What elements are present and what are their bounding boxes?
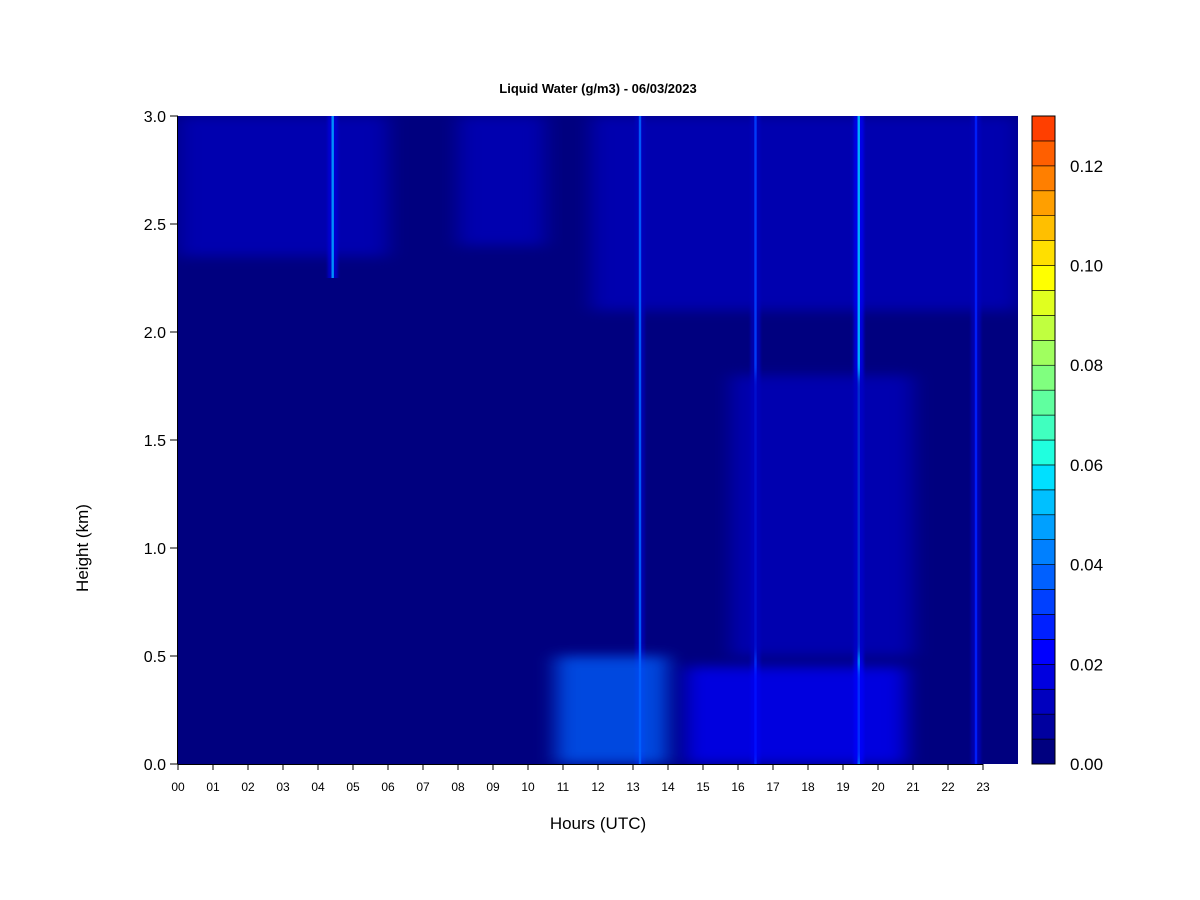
colorbar-swatch — [1031, 738, 1056, 765]
colorbar-swatch — [1031, 240, 1056, 266]
y-tick-label: 2.0 — [144, 325, 166, 342]
heatmap-features — [178, 116, 1018, 764]
colorbar-swatch — [1031, 340, 1056, 366]
colorbar-swatch — [1031, 215, 1056, 241]
colorbar-swatch — [1031, 364, 1056, 391]
x-tick-label: 13 — [626, 780, 640, 794]
x-tick-label: 10 — [521, 780, 535, 794]
spike-4 — [638, 116, 642, 764]
y-tick-label: 1.0 — [144, 541, 166, 558]
colorbar-swatch — [1031, 315, 1056, 341]
x-tick-label: 02 — [241, 780, 255, 794]
colorbar-swatch — [1031, 664, 1056, 690]
x-axis: 00 01 02 03 04 05 06 07 08 09 10 11 12 13 14 15 16 17 18 19… — [171, 764, 990, 794]
colorbar-swatch — [1031, 265, 1056, 291]
y-tick-label: 3.0 — [144, 109, 166, 126]
chart-title: Liquid Water (g/m3) - 06/03/2023 — [499, 81, 696, 96]
x-tick-label: 12 — [591, 780, 605, 794]
colorbar: 0.00 0.02 0.04 0.06 0.08 0.10 0.12 — [1031, 115, 1103, 774]
colorbar-swatch — [1031, 489, 1056, 516]
colorbar-tick-label: 0.06 — [1070, 456, 1103, 475]
colorbar-swatch — [1031, 514, 1056, 540]
x-tick-label: 15 — [696, 780, 710, 794]
colorbar-frame — [1031, 115, 1056, 765]
colorbar-tick-label: 0.00 — [1070, 755, 1103, 774]
colorbar-swatch — [1031, 589, 1056, 615]
y-axis: 0.0 0.5 1.0 1.5 2.0 2.5 3.0 — [144, 109, 178, 774]
y-tick-label: 0.5 — [144, 649, 166, 666]
colorbar-swatch — [1031, 564, 1056, 590]
colorbar-swatch — [1031, 688, 1056, 715]
colorbar-swatch — [1031, 539, 1056, 565]
y-axis-label: Height (km) — [73, 504, 92, 592]
colorbar-swatch — [1031, 639, 1056, 665]
x-tick-label: 07 — [416, 780, 430, 794]
cloud-layer-2 — [591, 116, 1018, 311]
colorbar-swatch — [1031, 190, 1056, 216]
x-tick-label: 23 — [976, 780, 990, 794]
x-tick-label: 18 — [801, 780, 815, 794]
colorbar-tick-label: 0.08 — [1070, 356, 1103, 375]
mid-cloud-10 — [731, 375, 913, 656]
spike-3 — [331, 116, 334, 278]
colorbar-swatch — [1031, 713, 1056, 740]
x-axis-label: Hours (UTC) — [550, 814, 646, 833]
cloud-layer-1 — [458, 116, 546, 246]
colorbar-swatch — [1031, 414, 1056, 441]
x-tick-label: 05 — [346, 780, 360, 794]
colorbar-swatch — [1031, 165, 1056, 192]
x-tick-label: 06 — [381, 780, 395, 794]
spike-7 — [974, 116, 978, 764]
colorbar-swatch — [1031, 290, 1056, 316]
y-tick-label: 0.0 — [144, 757, 166, 774]
y-tick-label: 1.5 — [144, 433, 166, 450]
colorbar-swatch — [1031, 115, 1056, 142]
colorbar-tick-label: 0.04 — [1070, 556, 1103, 575]
x-tick-label: 01 — [206, 780, 220, 794]
x-tick-label: 21 — [906, 780, 920, 794]
x-tick-label: 19 — [836, 780, 850, 794]
x-tick-label: 08 — [451, 780, 465, 794]
plot-area — [178, 116, 1018, 764]
cloud-layer-0 — [178, 116, 388, 257]
colorbar-swatch — [1031, 464, 1056, 491]
y-tick-label: 2.5 — [144, 217, 166, 234]
colorbar-swatch — [1031, 140, 1056, 167]
x-tick-label: 22 — [941, 780, 955, 794]
colorbar-swatch — [1031, 614, 1056, 640]
colorbar-tick-label: 0.12 — [1070, 157, 1103, 176]
colorbar-swatch — [1031, 389, 1056, 416]
x-tick-label: 00 — [171, 780, 185, 794]
colorbar-tick-label: 0.02 — [1070, 655, 1103, 674]
low-cloud-8 — [556, 656, 668, 764]
x-tick-label: 04 — [311, 780, 325, 794]
x-tick-label: 14 — [661, 780, 675, 794]
low-cloud-9 — [685, 666, 906, 764]
x-tick-label: 16 — [731, 780, 745, 794]
x-tick-label: 20 — [871, 780, 885, 794]
colorbar-swatch — [1031, 439, 1056, 466]
x-tick-label: 11 — [557, 780, 570, 794]
x-tick-label: 17 — [766, 780, 780, 794]
colorbar-tick-label: 0.10 — [1070, 257, 1103, 276]
x-tick-label: 03 — [276, 780, 290, 794]
x-tick-label: 09 — [486, 780, 500, 794]
